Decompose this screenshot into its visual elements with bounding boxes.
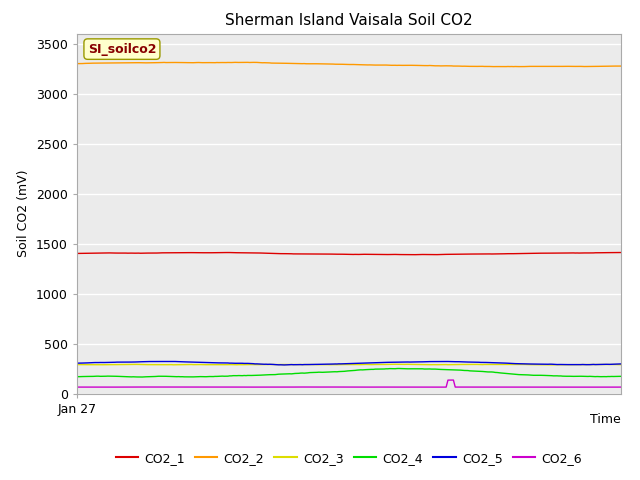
Y-axis label: Soil CO2 (mV): Soil CO2 (mV): [17, 170, 30, 257]
Title: Sherman Island Vaisala Soil CO2: Sherman Island Vaisala Soil CO2: [225, 13, 472, 28]
Text: Time: Time: [590, 413, 621, 426]
Legend: CO2_1, CO2_2, CO2_3, CO2_4, CO2_5, CO2_6: CO2_1, CO2_2, CO2_3, CO2_4, CO2_5, CO2_6: [111, 447, 587, 469]
Text: SI_soilco2: SI_soilco2: [88, 43, 156, 56]
